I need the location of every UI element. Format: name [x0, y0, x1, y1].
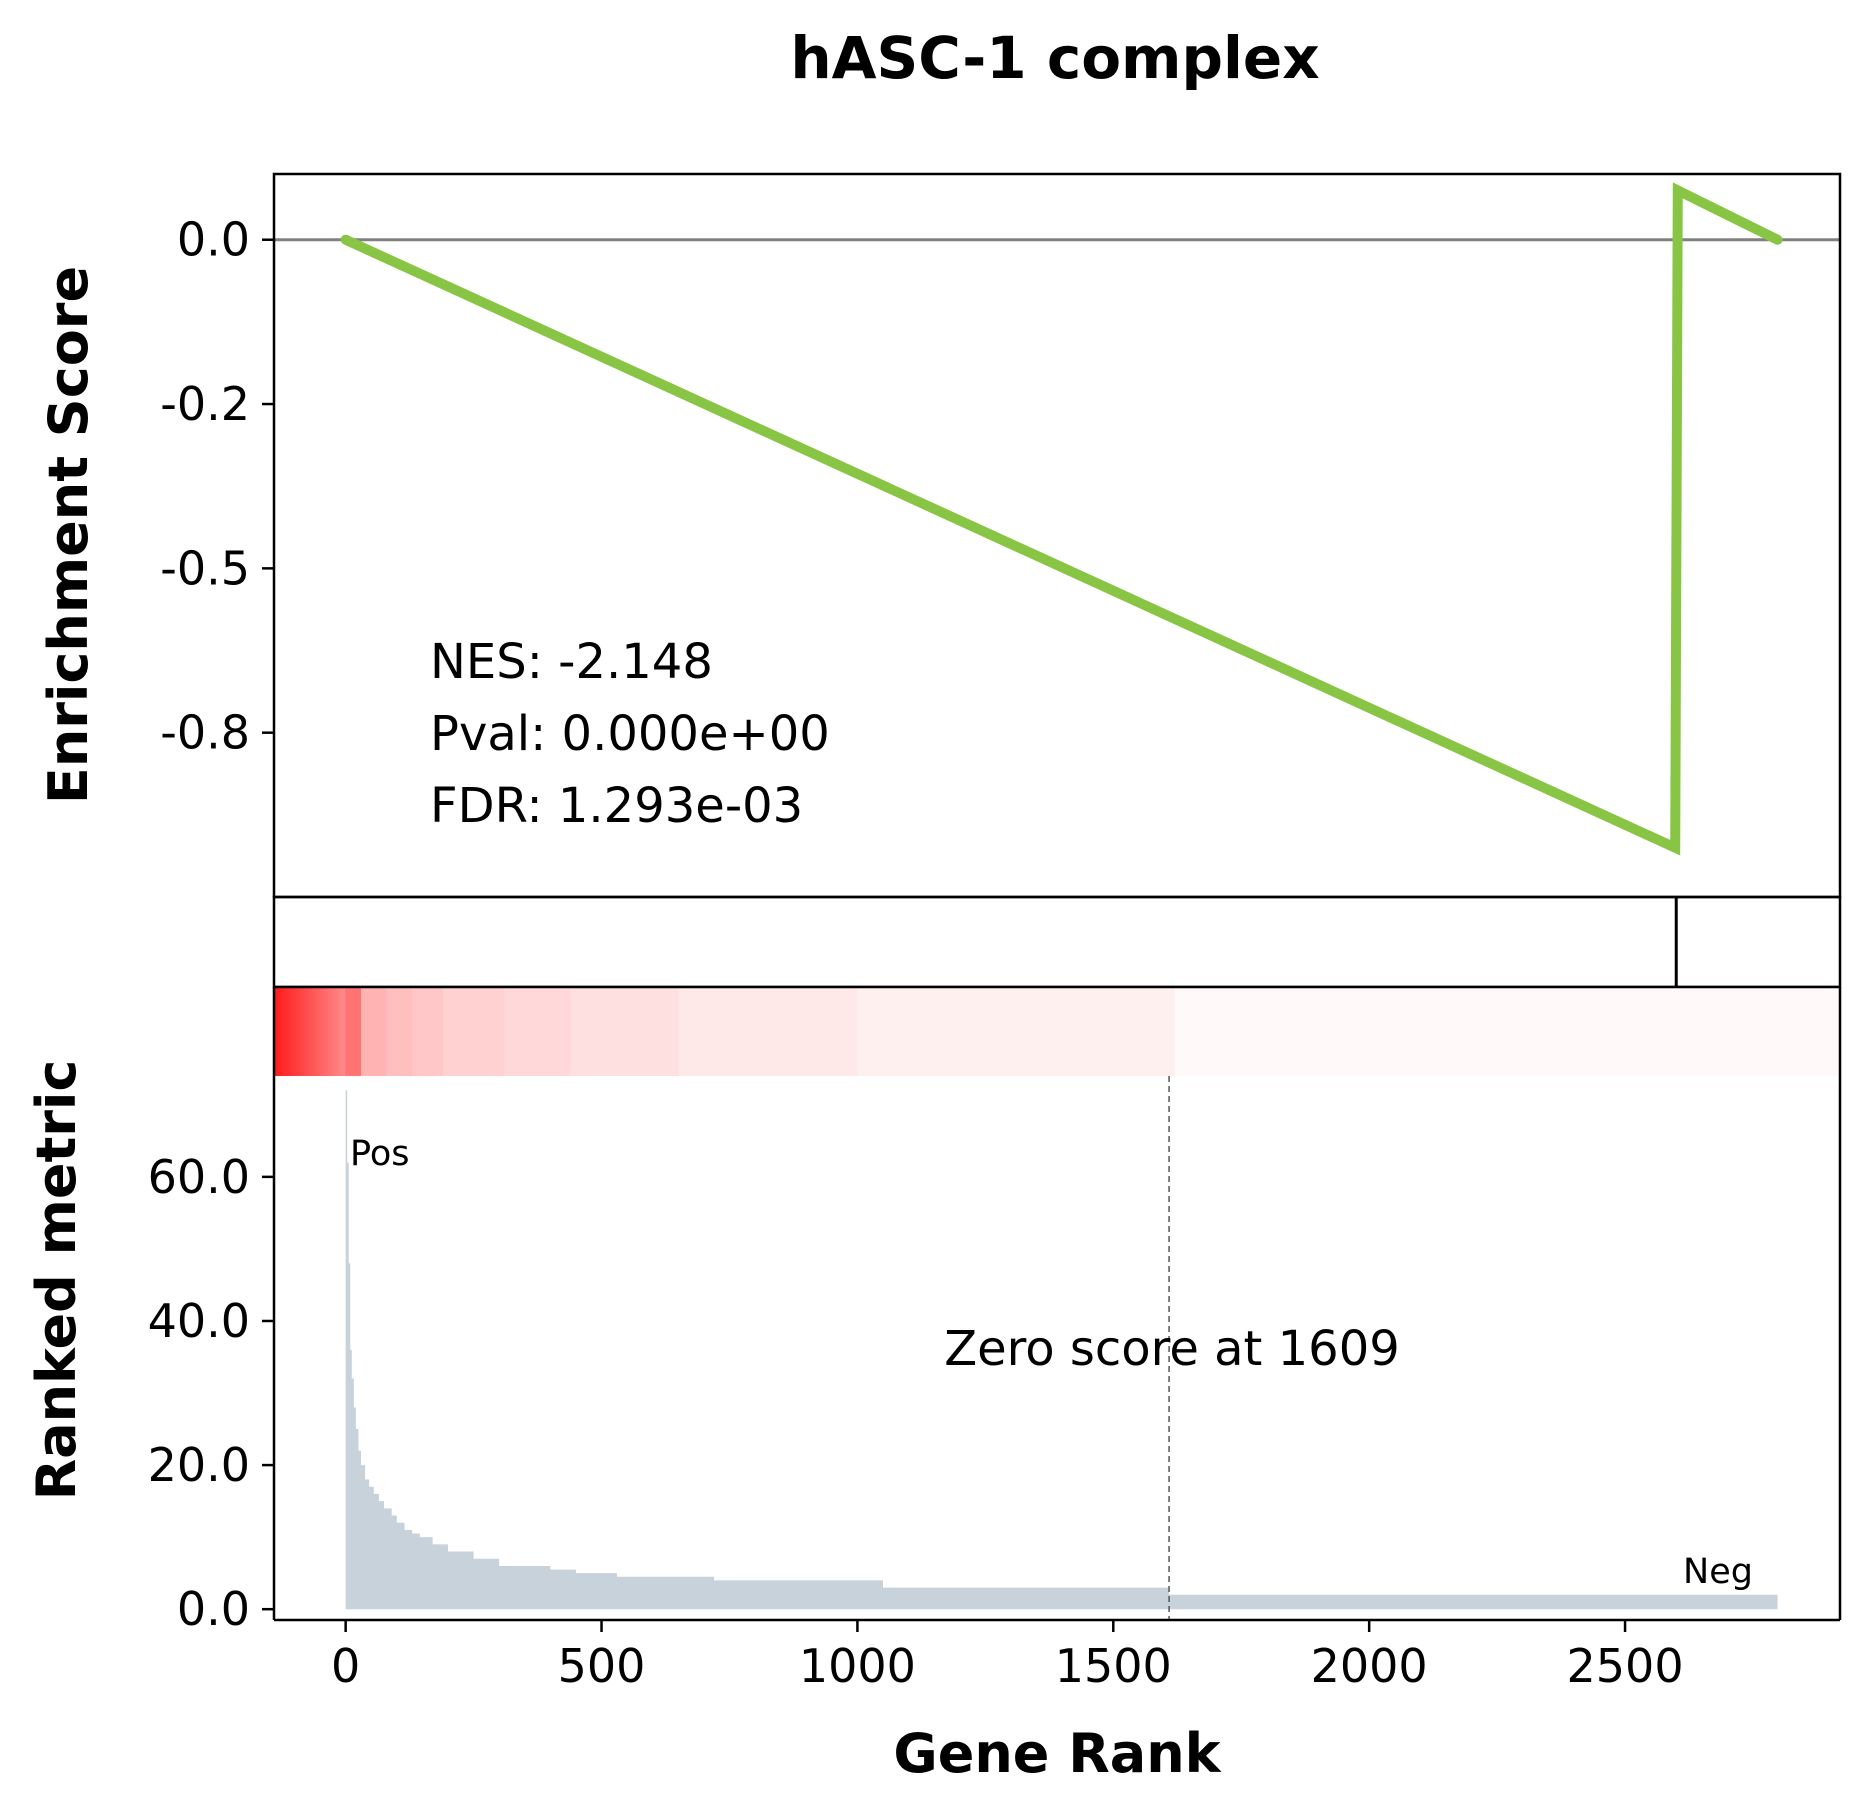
- neg-label: Neg: [1683, 1552, 1753, 1592]
- heatmap-segment: [345, 987, 362, 1076]
- pval-stat: Pval: 0.000e+00: [430, 706, 830, 762]
- fdr-stat: FDR: 1.293e-03: [430, 778, 803, 834]
- hits-panel-frame: [272, 895, 1842, 989]
- ranked-metric-panel: Zero score at 1609 Pos Neg 0.0 20.0 40.0 60…: [25, 985, 1842, 1785]
- heatmap-segment: [412, 987, 444, 1076]
- heatmap-segment: [857, 987, 1176, 1076]
- rm-y-tick-label: 60.0: [148, 1150, 250, 1204]
- es-y-tick-label: -0.8: [160, 706, 250, 760]
- enrichment-panel: 0.0 -0.2 -0.5 -0.8 NES: -2.148 Pval: 0.000e…: [37, 172, 1842, 899]
- x-axis-label: Gene Rank: [893, 1722, 1221, 1785]
- x-tick-label: 2500: [1567, 1639, 1684, 1693]
- zero-score-note: Zero score at 1609: [944, 1321, 1400, 1377]
- x-tick-label: 500: [558, 1639, 646, 1693]
- chart-title: hASC-1 complex: [790, 24, 1319, 92]
- heatmap-segment: [442, 987, 505, 1076]
- x-tick-label: 2000: [1311, 1639, 1428, 1693]
- enrichment-score-line: [340, 182, 1783, 856]
- x-tick-label: 0: [331, 1639, 360, 1693]
- es-y-tick-label: -0.5: [160, 541, 250, 595]
- x-tick-label: 1500: [1055, 1639, 1172, 1693]
- heatmap-segment: [570, 987, 679, 1076]
- rm-y-tick-label: 20.0: [148, 1438, 250, 1492]
- es-y-ticks: 0.0 -0.2 -0.5 -0.8: [160, 213, 274, 760]
- ranked-y-label: Ranked metric: [25, 1060, 88, 1501]
- heatmap-edge: [274, 987, 346, 1076]
- x-ticks: 0 500 1000 1500 2000 2500: [331, 1620, 1684, 1693]
- heatmap-segment: [678, 987, 859, 1076]
- heatmap-segment: [1174, 987, 1841, 1076]
- rm-y-tick-label: 40.0: [148, 1294, 250, 1348]
- heatmap-segment: [361, 987, 388, 1076]
- pos-label: Pos: [350, 1134, 410, 1174]
- es-y-tick-label: -0.2: [160, 377, 250, 431]
- x-tick-label: 1000: [799, 1639, 916, 1693]
- enrichment-y-label: Enrichment Score: [37, 266, 100, 804]
- rm-y-ticks: 0.0 20.0 40.0 60.0: [148, 1150, 274, 1636]
- rm-y-tick-label: 0.0: [177, 1582, 250, 1636]
- heatmap-segment: [504, 987, 572, 1076]
- rank-heatmap: [274, 987, 1841, 1076]
- es-y-tick-label: 0.0: [177, 213, 250, 267]
- heatmap-segment: [386, 987, 413, 1076]
- nes-stat: NES: -2.148: [430, 634, 713, 690]
- hits-panel: [272, 895, 1842, 989]
